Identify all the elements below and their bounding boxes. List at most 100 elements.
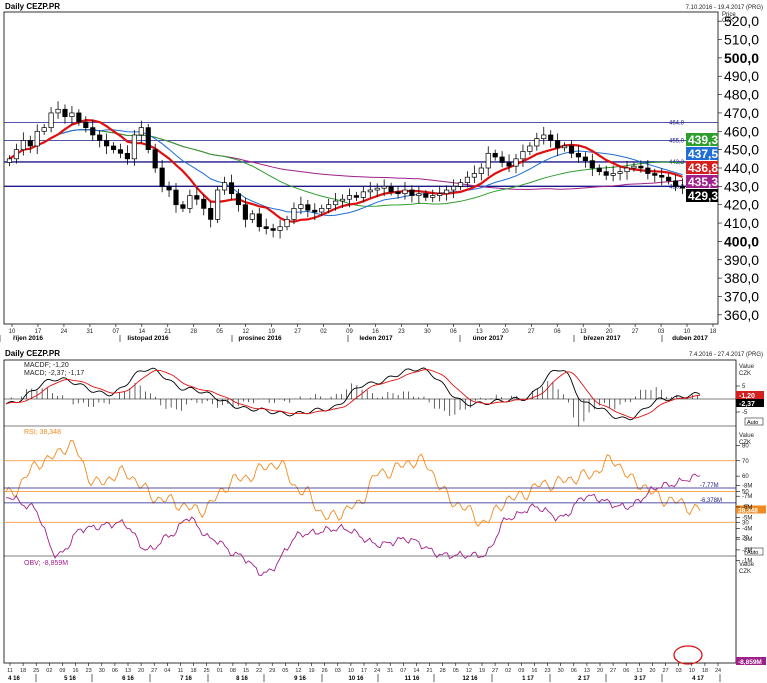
bottom-x-tick-label: 27 [662,668,668,674]
bottom-x-tick-label: 19 [308,668,314,674]
x-tick-label: 09 [346,329,353,335]
candle-body [346,195,353,200]
candle-body [520,151,526,160]
candle-body [194,195,200,200]
rsi-line [5,440,701,528]
x-tick-label: 13 [476,329,483,335]
bottom-x-tick-label: 23 [544,668,550,674]
candle-body [659,174,665,178]
candle-body [423,193,429,198]
obv-y-tick-label: -8M [742,484,752,490]
bottom-x-tick-label: 17 [361,668,367,674]
price-badge-label: 439,3 [688,133,718,147]
candle-body [388,186,394,193]
obv-label: OBV; -8,859M [24,560,68,567]
candle-body [48,112,54,128]
bottom-x-tick-label: 02 [505,668,511,674]
bottom-x-tick-label: 01 [217,668,223,674]
bottom-month-label: 9 16 [294,676,306,682]
candle-body [305,204,311,211]
macd-label: MACD; -2,37; -1,17 [24,370,84,377]
candle-body [575,152,582,158]
x-month-label: říjen 2016 [13,335,43,342]
macd-y-tick-label: 5 [742,384,746,390]
bottom-x-tick-label: 28 [440,668,446,674]
obv-level-label: -6,378M [700,498,722,504]
bottom-month-label: 4 17 [692,676,704,682]
x-tick-label: 17 [35,329,42,335]
x-month-label: duben 2017 [672,335,708,342]
candle-body [270,228,276,231]
price-badge [686,133,718,146]
rsi-czk-label: CZK [739,440,751,446]
price-badge-label: 429,3 [688,189,718,203]
y-tick-label: 390,0 [724,252,759,268]
candle-body [610,173,616,176]
top-panel-title: Daily CEZP.PR [5,2,60,11]
bottom-x-tick-label: 02 [46,668,52,674]
candle-body [395,191,401,195]
candle-body [374,187,380,191]
candle-body [62,108,68,117]
candle-body [541,134,547,139]
candle-body [312,209,318,213]
bottom-x-tick-label: 10 [348,668,354,674]
candle-body [201,198,207,209]
candle-body [478,167,484,174]
bottom-x-tick-label: 31 [387,668,393,674]
candle-body [55,108,61,114]
bottom-month-label: 10 16 [348,676,364,682]
bottom-month-label: 4 16 [8,676,20,682]
x-month-label: leden 2017 [359,335,393,342]
bottom-x-tick-label: 13 [584,668,590,674]
candle-body [534,138,540,147]
obv-y-tick-label: -6M [742,505,752,511]
rsi-badge [736,505,766,514]
y-tick-label: 460,0 [724,123,759,139]
bottom-x-tick-label: 21 [426,668,432,674]
price-badge [686,161,718,174]
bottom-month-label: 3 17 [634,676,646,682]
bottom-x-tick-label: 03 [676,668,682,674]
candle-body [367,189,373,193]
candle-body [90,127,96,136]
x-tick-label: 27 [528,329,535,335]
candle-body [527,145,533,152]
candle-body [27,140,33,147]
candle-body [34,130,40,147]
bottom-x-tick-label: 25 [204,668,210,674]
macd-badge-label: -2,37 [739,401,755,408]
bottom-x-tick-label: 11 [178,668,184,674]
level-label: 455,0 [669,138,685,144]
bottom-x-tick-label: 06 [623,668,629,674]
bottom-x-tick-label: 23 [86,668,92,674]
candle-body [263,226,269,229]
bottom-x-tick-label: 22 [256,668,262,674]
x-tick-label: 13 [580,329,587,335]
bottom-x-tick-label: 04 [164,668,170,674]
bottom-panel-range: 7.4.2016 - 27.4.2017 (PRG) [689,352,763,358]
candle-body [471,173,477,178]
bottom-x-tick-label: 12 [466,668,472,674]
x-tick-label: 10 [684,329,691,335]
candle-body [6,158,13,163]
x-tick-label: 16 [372,329,379,335]
bottom-month-label: 12 16 [462,676,478,682]
y-tick-label: 440,0 [724,160,759,176]
candle-body [284,219,290,228]
x-tick-label: 02 [320,329,327,335]
candle-body [187,195,193,209]
obv-y-tick-label: -3M [742,537,752,543]
bottom-x-tick-label: 19 [479,668,485,674]
candle-body [444,189,450,195]
rsi-auto-label: Auto [747,550,758,556]
x-tick-label: 20 [502,329,509,335]
rsi-y-tick-label: 20 [742,536,749,542]
y-tick-label: 470,0 [724,105,759,121]
candle-body [416,193,422,196]
candle-body [173,189,179,206]
candle-body [319,208,325,213]
